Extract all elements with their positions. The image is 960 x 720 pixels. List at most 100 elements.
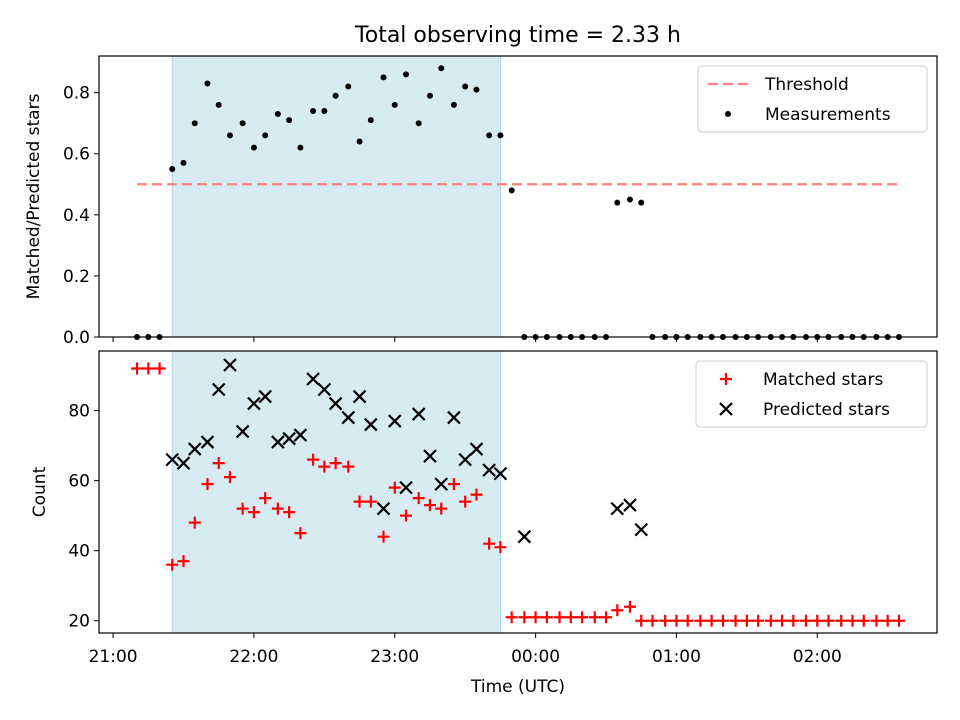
observing-interval-shade — [171, 350, 501, 634]
predicted-stars-point — [623, 498, 637, 512]
measurement-point — [345, 83, 352, 90]
matched-stars-point — [846, 614, 859, 627]
legend-predicted-swatch — [719, 402, 733, 416]
matched-stars-point — [740, 614, 753, 627]
matched-stars-point — [177, 555, 190, 568]
measurement-point — [638, 199, 645, 206]
legend-box — [695, 360, 928, 428]
y-axis-label: Count — [30, 466, 50, 517]
x-tick-label: 01:00 — [652, 647, 701, 667]
x-tick-label: 02:00 — [793, 647, 842, 667]
measurement-point — [415, 120, 422, 127]
matched-stars-point — [729, 614, 742, 627]
measurement-point — [262, 132, 269, 139]
y-tick-label: 0.8 — [63, 84, 90, 104]
matched-stars-point — [787, 614, 800, 627]
matched-stars-point — [623, 600, 636, 613]
matched-stars-point — [236, 502, 249, 515]
measurement-point — [226, 132, 233, 139]
y-tick-label: 60 — [68, 472, 90, 492]
measurement-point — [310, 107, 317, 114]
matched-stars-point — [201, 478, 214, 491]
predicted-stars-point — [187, 442, 202, 456]
measurement-point — [250, 144, 257, 151]
matched-stars-point — [470, 488, 483, 501]
y-tick-label: 0.0 — [63, 328, 90, 348]
predicted-stars-point — [165, 452, 180, 467]
matched-stars-point — [377, 530, 390, 543]
x-tick-label: 23:00 — [370, 647, 419, 667]
measurement-point — [332, 92, 339, 99]
measurement-point — [367, 117, 374, 124]
legend-label: Threshold — [764, 75, 849, 95]
matched-stars-point — [857, 614, 870, 627]
predicted-stars-point — [387, 414, 402, 428]
measurement-point — [450, 101, 457, 108]
y-tick-label: 40 — [68, 542, 90, 562]
predicted-stars-point — [247, 396, 261, 411]
predicted-stars-point — [200, 435, 215, 449]
matched-stars-point — [518, 611, 531, 624]
measurement-point — [486, 132, 493, 139]
measurement-point — [426, 92, 433, 99]
measurement-point — [191, 120, 198, 127]
predicted-stars-point — [317, 382, 332, 397]
matched-stars-point — [670, 614, 683, 627]
chart-title: Total observing time = 2.33 h — [354, 23, 681, 48]
measurement-point — [286, 117, 293, 124]
measurement-point — [169, 166, 176, 173]
measurement-point — [356, 138, 363, 145]
predicted-stars-point — [411, 407, 426, 421]
matched-stars-point — [188, 516, 201, 529]
matched-stars-point — [505, 611, 518, 624]
matched-stars-point — [353, 495, 366, 508]
matched-stars-point — [752, 614, 765, 627]
measurement-point — [473, 86, 480, 93]
predicted-stars-point — [282, 431, 296, 446]
x-tick-label: 22:00 — [229, 647, 278, 667]
measurement-point — [297, 144, 304, 151]
matched-stars-point — [811, 614, 824, 627]
predicted-stars-point — [517, 529, 532, 544]
matched-stars-point — [166, 558, 179, 571]
matched-stars-point — [822, 614, 835, 627]
matched-stars-point — [318, 460, 331, 473]
y-tick-label: 0.2 — [63, 267, 90, 287]
measurement-point — [497, 132, 504, 139]
matched-stars-point — [564, 611, 577, 624]
legend-box — [697, 65, 928, 133]
predicted-stars-point — [447, 410, 461, 425]
predicted-stars-point — [376, 501, 391, 516]
matched-stars-point — [576, 611, 589, 624]
matched-stars-point — [646, 614, 659, 627]
matched-stars-point — [447, 478, 460, 491]
matched-stars-point — [529, 611, 542, 624]
legend-label: Matched stars — [763, 370, 883, 390]
measurement-point — [438, 65, 445, 72]
matched-stars-point — [716, 614, 729, 627]
matched-stars-point — [388, 481, 401, 494]
matched-stars-point — [153, 362, 166, 375]
predicted-stars-point — [306, 372, 320, 386]
axes-frame — [98, 55, 938, 338]
predicted-stars-point — [211, 382, 226, 397]
predicted-stars-point — [399, 480, 413, 495]
matched-stars-point — [271, 502, 284, 515]
predicted-stars-point — [482, 463, 496, 477]
legend: Threshold Measurements — [697, 65, 928, 133]
matched-stars-point — [800, 614, 813, 627]
matched-stars-point — [600, 611, 613, 624]
y-tick-label: 80 — [68, 402, 90, 422]
observing-interval-shade — [171, 55, 501, 338]
matched-stars-point — [776, 614, 789, 627]
legend-label: Predicted stars — [763, 400, 890, 420]
predicted-stars-point — [364, 417, 378, 432]
matched-stars-point — [435, 502, 448, 515]
y-tick-label: 20 — [68, 612, 90, 632]
matched-stars-point — [342, 460, 355, 473]
matched-stars-point — [259, 492, 272, 505]
predicted-stars-point — [328, 396, 343, 411]
x-axis-label: Time (UTC) — [470, 677, 565, 697]
predicted-stars-point — [458, 452, 472, 467]
matched-stars-point — [294, 527, 307, 540]
